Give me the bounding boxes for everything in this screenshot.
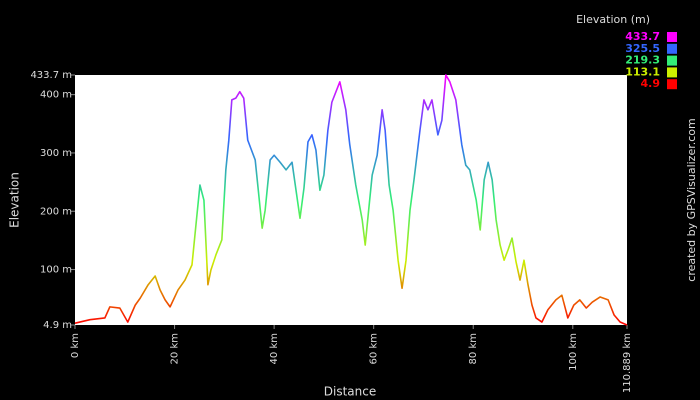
credit: created by GPSVisualizer.com <box>685 118 698 281</box>
plot-area <box>75 75 627 325</box>
legend-swatch <box>667 79 677 90</box>
y-tick-label: 4.9 m <box>43 320 72 331</box>
legend-label: 113.1 <box>625 65 660 78</box>
legend-label: 4.9 <box>641 77 661 90</box>
legend-title: Elevation (m) <box>576 13 650 26</box>
x-tick-label: 60 km <box>369 333 380 364</box>
y-tick-label: 400 m <box>40 90 72 101</box>
legend-swatch <box>667 55 677 66</box>
y-tick-label: 433.7 m <box>30 70 72 81</box>
x-axis-title: Distance <box>324 385 376 399</box>
legend-label: 325.5 <box>625 42 660 55</box>
legend-swatch <box>667 43 677 54</box>
legend-label: 433.7 <box>625 30 660 43</box>
x-tick-label: 20 km <box>170 333 181 364</box>
y-tick-label: 300 m <box>40 148 72 159</box>
x-tick-label: 0 km <box>70 333 81 358</box>
y-tick-label: 200 m <box>40 206 72 217</box>
y-tick-label: 100 m <box>40 265 72 276</box>
legend-label: 219.3 <box>625 54 660 67</box>
y-axis-title: Elevation <box>8 172 22 228</box>
x-tick-label: 110.889 km <box>622 333 633 393</box>
x-tick-label: 40 km <box>269 333 280 364</box>
elevation-line <box>74 74 628 326</box>
legend-swatch <box>667 32 677 42</box>
x-tick-label: 80 km <box>468 333 479 364</box>
legend-swatch <box>667 67 677 78</box>
x-tick-label: 100 km <box>568 333 579 371</box>
